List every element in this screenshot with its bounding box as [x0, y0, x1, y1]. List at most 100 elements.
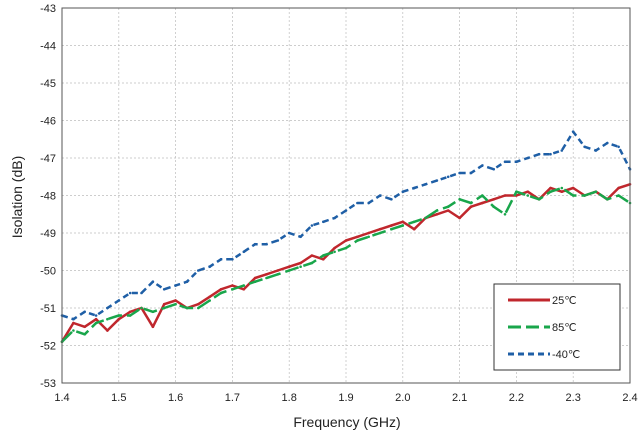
- data-point: [481, 201, 484, 205]
- series-lines: [60, 130, 632, 344]
- y-axis-ticks: -43 -44 -45 -46 -47 -48 -49 -50 -51 -52 -53: [40, 3, 56, 390]
- plot-area-frame: [61, 7, 631, 384]
- data-point: [72, 317, 75, 321]
- data-point: [378, 231, 382, 235]
- data-point: [299, 261, 302, 265]
- data-point: [378, 227, 382, 231]
- data-point: [583, 194, 586, 197]
- data-point: [162, 288, 166, 291]
- data-point: [162, 306, 166, 310]
- data-point: [287, 231, 291, 235]
- data-point: [560, 149, 564, 152]
- data-point: [469, 205, 473, 208]
- y-tick-label: -49: [40, 228, 56, 240]
- data-point: [515, 160, 518, 164]
- x-tick-label: 2.2: [509, 392, 524, 404]
- data-point: [299, 235, 302, 239]
- data-point: [344, 209, 348, 212]
- x-axis-label: Frequency (GHz): [293, 414, 400, 430]
- data-point: [560, 186, 564, 190]
- data-point: [333, 246, 336, 250]
- data-point: [333, 250, 336, 254]
- data-point: [208, 299, 211, 302]
- data-point: [583, 145, 586, 149]
- data-point: [378, 194, 382, 197]
- data-point: [322, 258, 325, 261]
- legend-label: -40℃: [552, 349, 580, 361]
- data-point: [219, 291, 223, 295]
- data-point: [594, 190, 598, 193]
- data-point: [333, 216, 336, 220]
- data-point: [458, 216, 461, 220]
- data-point: [253, 280, 257, 284]
- data-point: [140, 306, 143, 310]
- x-axis-ticks: 1.4 1.5 1.6 1.7 1.8 1.9 2.0 2.1 2.2 2.3 2.4: [54, 392, 637, 404]
- data-point: [231, 284, 234, 287]
- data-point: [435, 209, 439, 212]
- y-tick-label: -53: [40, 378, 56, 390]
- data-point: [310, 224, 314, 227]
- y-tick-label: -48: [40, 191, 56, 203]
- data-point: [537, 198, 541, 201]
- data-point: [128, 291, 132, 295]
- data-point: [83, 310, 86, 314]
- data-point: [128, 310, 132, 314]
- data-point: [446, 205, 450, 208]
- data-point: [174, 302, 177, 306]
- y-tick-label: -52: [40, 341, 56, 353]
- data-point: [208, 295, 211, 299]
- x-tick-label: 2.1: [452, 392, 467, 404]
- data-point: [446, 175, 450, 179]
- data-point: [594, 149, 598, 152]
- data-point: [253, 276, 257, 280]
- data-point: [503, 213, 507, 216]
- x-tick-label: 1.9: [338, 392, 353, 404]
- data-point: [606, 198, 609, 201]
- data-point: [287, 265, 291, 269]
- data-point: [390, 198, 393, 201]
- x-tick-label: 1.6: [168, 392, 183, 404]
- x-tick-label: 1.4: [54, 392, 69, 404]
- data-point: [537, 152, 541, 156]
- data-point: [356, 235, 359, 239]
- data-point: [424, 216, 427, 220]
- data-point: [356, 239, 359, 242]
- data-point: [151, 325, 155, 329]
- data-point: [162, 302, 166, 306]
- data-point: [435, 213, 439, 216]
- data-point: [106, 329, 109, 332]
- y-tick-label: -46: [40, 116, 56, 128]
- y-tick-label: -43: [40, 3, 56, 15]
- data-point: [231, 288, 234, 291]
- data-point: [128, 314, 132, 317]
- data-point: [367, 235, 371, 239]
- data-point: [197, 302, 200, 306]
- data-point: [617, 145, 620, 149]
- data-point: [219, 288, 223, 291]
- data-point: [617, 194, 620, 197]
- data-point: [344, 246, 348, 250]
- data-point: [401, 190, 405, 193]
- data-point: [151, 280, 155, 284]
- data-point: [197, 269, 200, 272]
- data-point: [208, 265, 211, 269]
- data-point: [253, 242, 257, 246]
- data-point: [571, 186, 575, 190]
- data-point: [310, 254, 314, 257]
- data-point: [526, 156, 530, 160]
- data-point: [287, 269, 291, 272]
- data-point: [526, 190, 530, 193]
- data-point: [412, 227, 416, 231]
- data-point: [469, 201, 473, 205]
- data-point: [367, 231, 371, 235]
- data-point: [344, 239, 348, 242]
- data-point: [401, 220, 405, 224]
- data-point: [503, 194, 507, 197]
- data-point: [265, 276, 268, 280]
- data-point: [560, 190, 564, 193]
- data-point: [435, 179, 439, 182]
- data-point: [446, 209, 450, 212]
- data-point: [481, 194, 484, 197]
- data-point: [242, 250, 246, 254]
